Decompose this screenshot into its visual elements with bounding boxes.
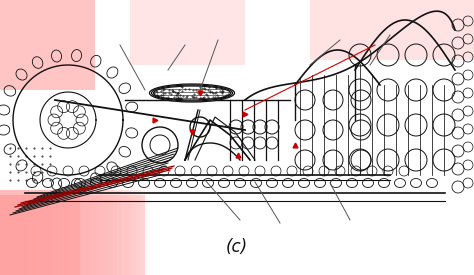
Bar bbox=[0, 0, 95, 90]
Bar bbox=[0, 190, 38, 275]
Bar bbox=[0, 0, 95, 90]
Bar bbox=[0, 190, 103, 275]
Bar bbox=[0, 190, 113, 275]
Bar bbox=[0, 190, 24, 275]
Bar bbox=[0, 0, 95, 90]
Bar bbox=[0, 190, 136, 275]
Bar bbox=[0, 0, 95, 90]
Bar bbox=[0, 190, 99, 275]
Bar bbox=[0, 190, 122, 275]
Bar bbox=[0, 190, 28, 275]
Bar bbox=[0, 0, 95, 90]
Bar bbox=[0, 190, 146, 275]
Bar bbox=[0, 190, 141, 275]
Bar bbox=[0, 0, 95, 90]
Bar bbox=[0, 0, 95, 90]
Text: (c): (c) bbox=[226, 238, 248, 256]
Bar bbox=[0, 190, 131, 275]
Bar bbox=[0, 0, 95, 90]
Bar bbox=[0, 190, 61, 275]
Bar bbox=[0, 0, 95, 90]
Bar bbox=[0, 0, 95, 90]
Bar bbox=[0, 190, 127, 275]
Bar bbox=[0, 0, 95, 90]
Bar bbox=[0, 0, 95, 90]
Bar bbox=[0, 0, 95, 90]
Bar bbox=[0, 190, 47, 275]
Bar bbox=[0, 0, 95, 90]
Bar bbox=[0, 0, 95, 90]
Bar bbox=[0, 0, 95, 90]
Bar bbox=[0, 190, 118, 275]
Bar bbox=[0, 190, 19, 275]
Bar bbox=[0, 0, 95, 90]
Bar bbox=[0, 0, 95, 90]
Bar bbox=[0, 190, 80, 275]
Bar bbox=[0, 0, 95, 90]
Bar bbox=[0, 190, 94, 275]
Bar bbox=[130, 0, 245, 65]
Bar bbox=[0, 0, 95, 90]
Bar bbox=[0, 0, 95, 90]
Bar bbox=[0, 0, 95, 90]
Bar bbox=[0, 0, 95, 90]
Bar bbox=[0, 190, 33, 275]
Bar bbox=[0, 0, 95, 90]
Bar bbox=[0, 190, 108, 275]
Bar bbox=[0, 0, 95, 90]
Ellipse shape bbox=[149, 84, 235, 102]
Bar bbox=[0, 0, 95, 90]
Bar bbox=[0, 190, 15, 275]
Bar bbox=[0, 0, 95, 90]
Bar bbox=[0, 0, 95, 90]
Bar bbox=[0, 0, 95, 90]
Bar bbox=[0, 0, 95, 90]
Bar bbox=[0, 0, 95, 90]
Bar bbox=[0, 0, 95, 90]
Bar bbox=[0, 190, 89, 275]
Bar bbox=[0, 190, 75, 275]
Bar bbox=[0, 0, 95, 90]
Bar bbox=[0, 195, 80, 275]
Bar bbox=[0, 190, 57, 275]
Bar bbox=[0, 190, 52, 275]
Bar bbox=[0, 0, 95, 90]
Bar bbox=[0, 0, 95, 90]
Bar bbox=[310, 0, 474, 60]
Bar bbox=[0, 195, 145, 275]
Bar bbox=[0, 0, 95, 90]
Bar bbox=[0, 190, 43, 275]
Bar bbox=[0, 0, 95, 90]
Bar bbox=[0, 190, 85, 275]
Bar bbox=[0, 0, 95, 90]
Bar bbox=[0, 190, 150, 275]
Bar bbox=[0, 0, 95, 90]
Bar bbox=[0, 0, 95, 90]
Bar bbox=[0, 190, 71, 275]
Bar bbox=[0, 0, 95, 90]
Bar bbox=[0, 190, 66, 275]
